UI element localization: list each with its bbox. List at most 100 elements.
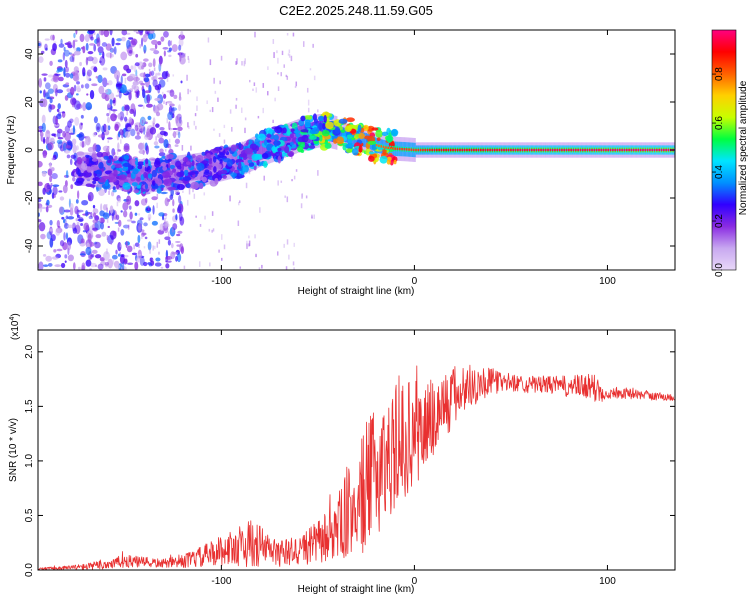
heatmap-cell: [165, 214, 167, 220]
heatmap-cell: [648, 145, 650, 155]
heatmap-cell: [394, 147, 396, 150]
heatmap-cell: [583, 145, 585, 155]
heatmap-cell: [368, 151, 375, 155]
heatmap-cell: [126, 109, 128, 116]
heatmap-cell: [340, 129, 346, 133]
heatmap-cell: [85, 259, 92, 267]
heatmap-cell: [463, 148, 466, 152]
heatmap-cell: [616, 148, 619, 152]
heatmap-cell: [87, 56, 94, 62]
heatmap-cell: [163, 100, 165, 104]
heatmap-cell: [211, 107, 214, 113]
heatmap-cell: [170, 188, 174, 197]
heatmap-cell: [104, 261, 109, 266]
heatmap-cell: [518, 145, 520, 155]
heatmap-cell: [479, 145, 481, 155]
heatmap-cell: [392, 147, 394, 150]
heatmap-cell: [168, 47, 172, 52]
heatmap-cell: [426, 148, 429, 152]
heatmap-cell: [514, 148, 517, 152]
heatmap-cell: [238, 200, 241, 203]
heatmap-cell: [606, 145, 608, 155]
heatmap-cell: [154, 97, 161, 102]
heatmap-cell: [196, 159, 199, 180]
heatmap-cell: [180, 80, 183, 84]
heatmap-cell: [257, 141, 260, 162]
heatmap-cell: [283, 145, 290, 154]
heatmap-cell: [172, 199, 175, 207]
heatmap-cell: [252, 88, 254, 91]
heatmap-cell: [395, 141, 397, 157]
heatmap-cell: [163, 50, 166, 57]
heatmap-cell: [103, 155, 109, 160]
heatmap-cell: [51, 256, 59, 260]
heatmap-cell: [608, 145, 611, 155]
heatmap-cell: [199, 223, 202, 227]
heatmap-cell: [179, 161, 181, 183]
heatmap-cell: [110, 235, 114, 241]
heatmap-cell: [134, 200, 140, 207]
heatmap-cell: [116, 148, 119, 155]
heatmap-cell: [103, 161, 106, 182]
heatmap-cell: [556, 148, 559, 152]
heatmap-cell: [286, 239, 289, 245]
heatmap-cell: [99, 210, 105, 217]
heatmap-cell: [84, 159, 87, 180]
heatmap-cell: [140, 37, 144, 47]
heatmap-cell: [313, 75, 316, 81]
heatmap-cell: [206, 100, 208, 104]
colorbar-tick-label: 0.8: [714, 67, 725, 81]
heatmap-cell: [255, 253, 257, 258]
heatmap-cell: [489, 148, 491, 152]
heatmap-cell: [76, 151, 85, 156]
heatmap-cell: [111, 37, 115, 47]
heatmap-cell: [146, 103, 153, 108]
heatmap-cell: [338, 118, 348, 124]
heatmap-cell: [158, 239, 161, 244]
heatmap-cell: [79, 253, 86, 256]
heatmap-cell: [146, 94, 151, 104]
heatmap-cell: [510, 148, 512, 152]
heatmap-cell: [375, 144, 378, 147]
heatmap-cell: [496, 148, 498, 152]
heatmap-cell: [563, 148, 566, 152]
heatmap-cell: [81, 141, 85, 148]
heatmap-cell: [299, 125, 301, 146]
heatmap-cell: [237, 220, 240, 226]
heatmap-cell: [385, 134, 394, 143]
heatmap-cell: [120, 51, 128, 61]
heatmap-cell: [152, 79, 158, 88]
heatmap-cell: [98, 52, 102, 56]
heatmap-cell: [79, 33, 85, 43]
heatmap-cell: [86, 230, 94, 241]
heatmap-cell: [79, 159, 81, 180]
heatmap-cell: [280, 180, 283, 183]
heatmap-cell: [59, 240, 65, 247]
heatmap-cell: [293, 130, 301, 134]
heatmap-cell: [149, 127, 157, 135]
heatmap-cell: [74, 205, 79, 215]
heatmap-cell: [301, 193, 304, 198]
heatmap-cell: [91, 83, 98, 87]
heatmap-cell: [175, 117, 183, 128]
heatmap-cell: [132, 168, 139, 175]
colorbar-label: Normalized spectral amplitude: [738, 80, 749, 215]
heatmap-cell: [56, 219, 60, 228]
heatmap-cell: [241, 61, 243, 66]
heatmap-cell: [120, 75, 123, 85]
spectrogram-ytick-label: 0: [24, 147, 35, 153]
heatmap-cell: [108, 108, 111, 115]
heatmap-cell: [169, 164, 175, 169]
heatmap-cell: [76, 85, 80, 89]
heatmap-cell: [470, 148, 473, 152]
heatmap-cell: [174, 144, 179, 147]
heatmap-cell: [170, 256, 172, 261]
heatmap-cell: [128, 37, 134, 40]
heatmap-cell: [137, 164, 143, 170]
heatmap-cell: [47, 142, 54, 151]
heatmap-cell: [158, 137, 165, 144]
heatmap-cell: [411, 142, 414, 157]
heatmap-cell: [422, 148, 424, 152]
heatmap-cell: [156, 193, 159, 199]
heatmap-cell: [130, 65, 134, 70]
